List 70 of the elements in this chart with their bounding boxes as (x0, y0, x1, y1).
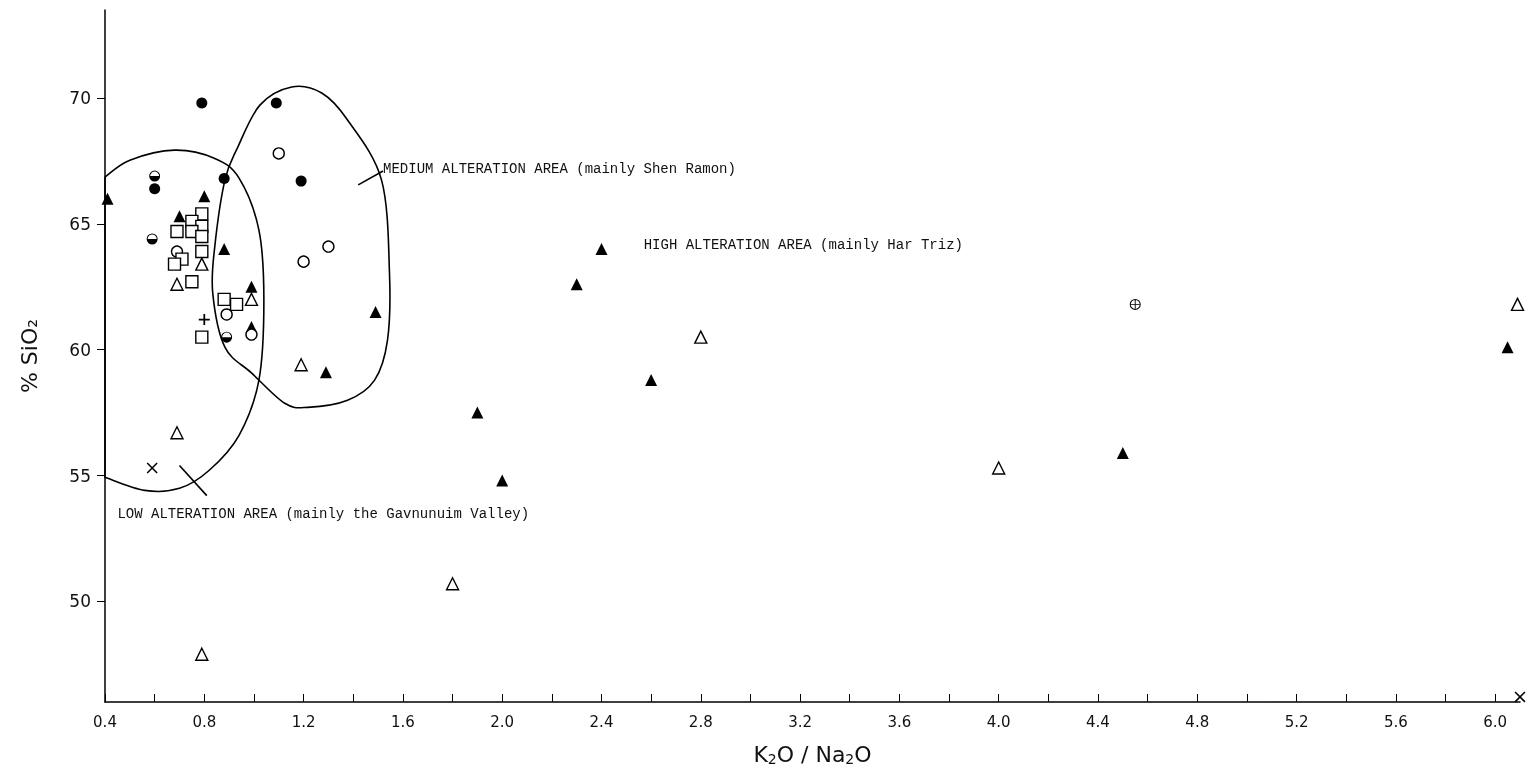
y-tick-label: 60 (69, 339, 91, 360)
point (185, 275, 199, 289)
y-tick-label: 70 (69, 88, 91, 109)
point (229, 297, 244, 312)
point (221, 331, 233, 343)
point (149, 183, 161, 195)
x-tick-label: 2.4 (589, 712, 614, 731)
point (1116, 446, 1129, 459)
point (295, 175, 307, 187)
point (245, 280, 258, 293)
point (195, 647, 209, 661)
y-axis-title: % SiO₂ (16, 318, 42, 394)
x-tick-label: 4.8 (1185, 712, 1210, 731)
point (196, 97, 208, 109)
point (173, 210, 186, 223)
x-tick-label: 0.8 (192, 712, 217, 731)
x-tick-label: 0.4 (93, 712, 117, 731)
x-axis-title: K2O / Na2O (753, 741, 872, 767)
x-tick-label: 5.2 (1284, 712, 1309, 731)
point (270, 97, 282, 109)
point (1129, 298, 1141, 310)
point (991, 461, 1006, 475)
x-tick-label: 3.6 (887, 712, 912, 731)
point (1510, 297, 1525, 312)
point (195, 257, 209, 271)
point (496, 474, 509, 487)
point (645, 373, 658, 386)
point (570, 278, 583, 291)
y-tick-label: 55 (69, 465, 91, 486)
point (322, 240, 335, 253)
point (294, 358, 308, 372)
point (1514, 691, 1526, 703)
x-tick-label: 4.0 (986, 712, 1011, 731)
point (195, 330, 209, 344)
point (146, 233, 158, 245)
point (297, 255, 310, 268)
point (694, 330, 708, 344)
point (170, 277, 184, 291)
annotation: MEDIUM ALTERATION AREA (mainly Shen Ramon) (383, 161, 736, 178)
x-tick-label: 5.6 (1383, 712, 1408, 731)
point (220, 308, 233, 321)
point (272, 147, 285, 160)
x-tick-label: 1.2 (291, 712, 316, 731)
annotation: HIGH ALTERATION AREA (mainly Har Triz) (643, 236, 963, 253)
point (195, 229, 209, 244)
point (218, 243, 231, 256)
x-tick-label: 1.6 (390, 712, 415, 731)
annotation: LOW ALTERATION AREA (mainly the Gavnunuim Valley) (117, 505, 530, 522)
point (369, 305, 382, 318)
x-tick-label: 2.0 (490, 712, 515, 731)
point (595, 243, 608, 256)
point (170, 426, 184, 440)
x-tick-label: 4.4 (1086, 712, 1110, 731)
x-tick-label: 6.0 (1483, 712, 1508, 731)
point (198, 190, 211, 203)
point (319, 366, 332, 379)
x-tick-label: 3.2 (788, 712, 813, 731)
point (195, 244, 209, 259)
y-tick-label: 50 (69, 591, 91, 612)
point (245, 328, 258, 341)
point (167, 257, 182, 271)
x-tick-label: 2.8 (688, 712, 713, 731)
point (471, 406, 484, 419)
y-tick-label: 65 (69, 213, 91, 234)
point (244, 292, 259, 307)
point (217, 292, 231, 307)
point (170, 224, 184, 239)
point (1501, 341, 1514, 354)
point (149, 170, 161, 182)
point (445, 577, 460, 591)
